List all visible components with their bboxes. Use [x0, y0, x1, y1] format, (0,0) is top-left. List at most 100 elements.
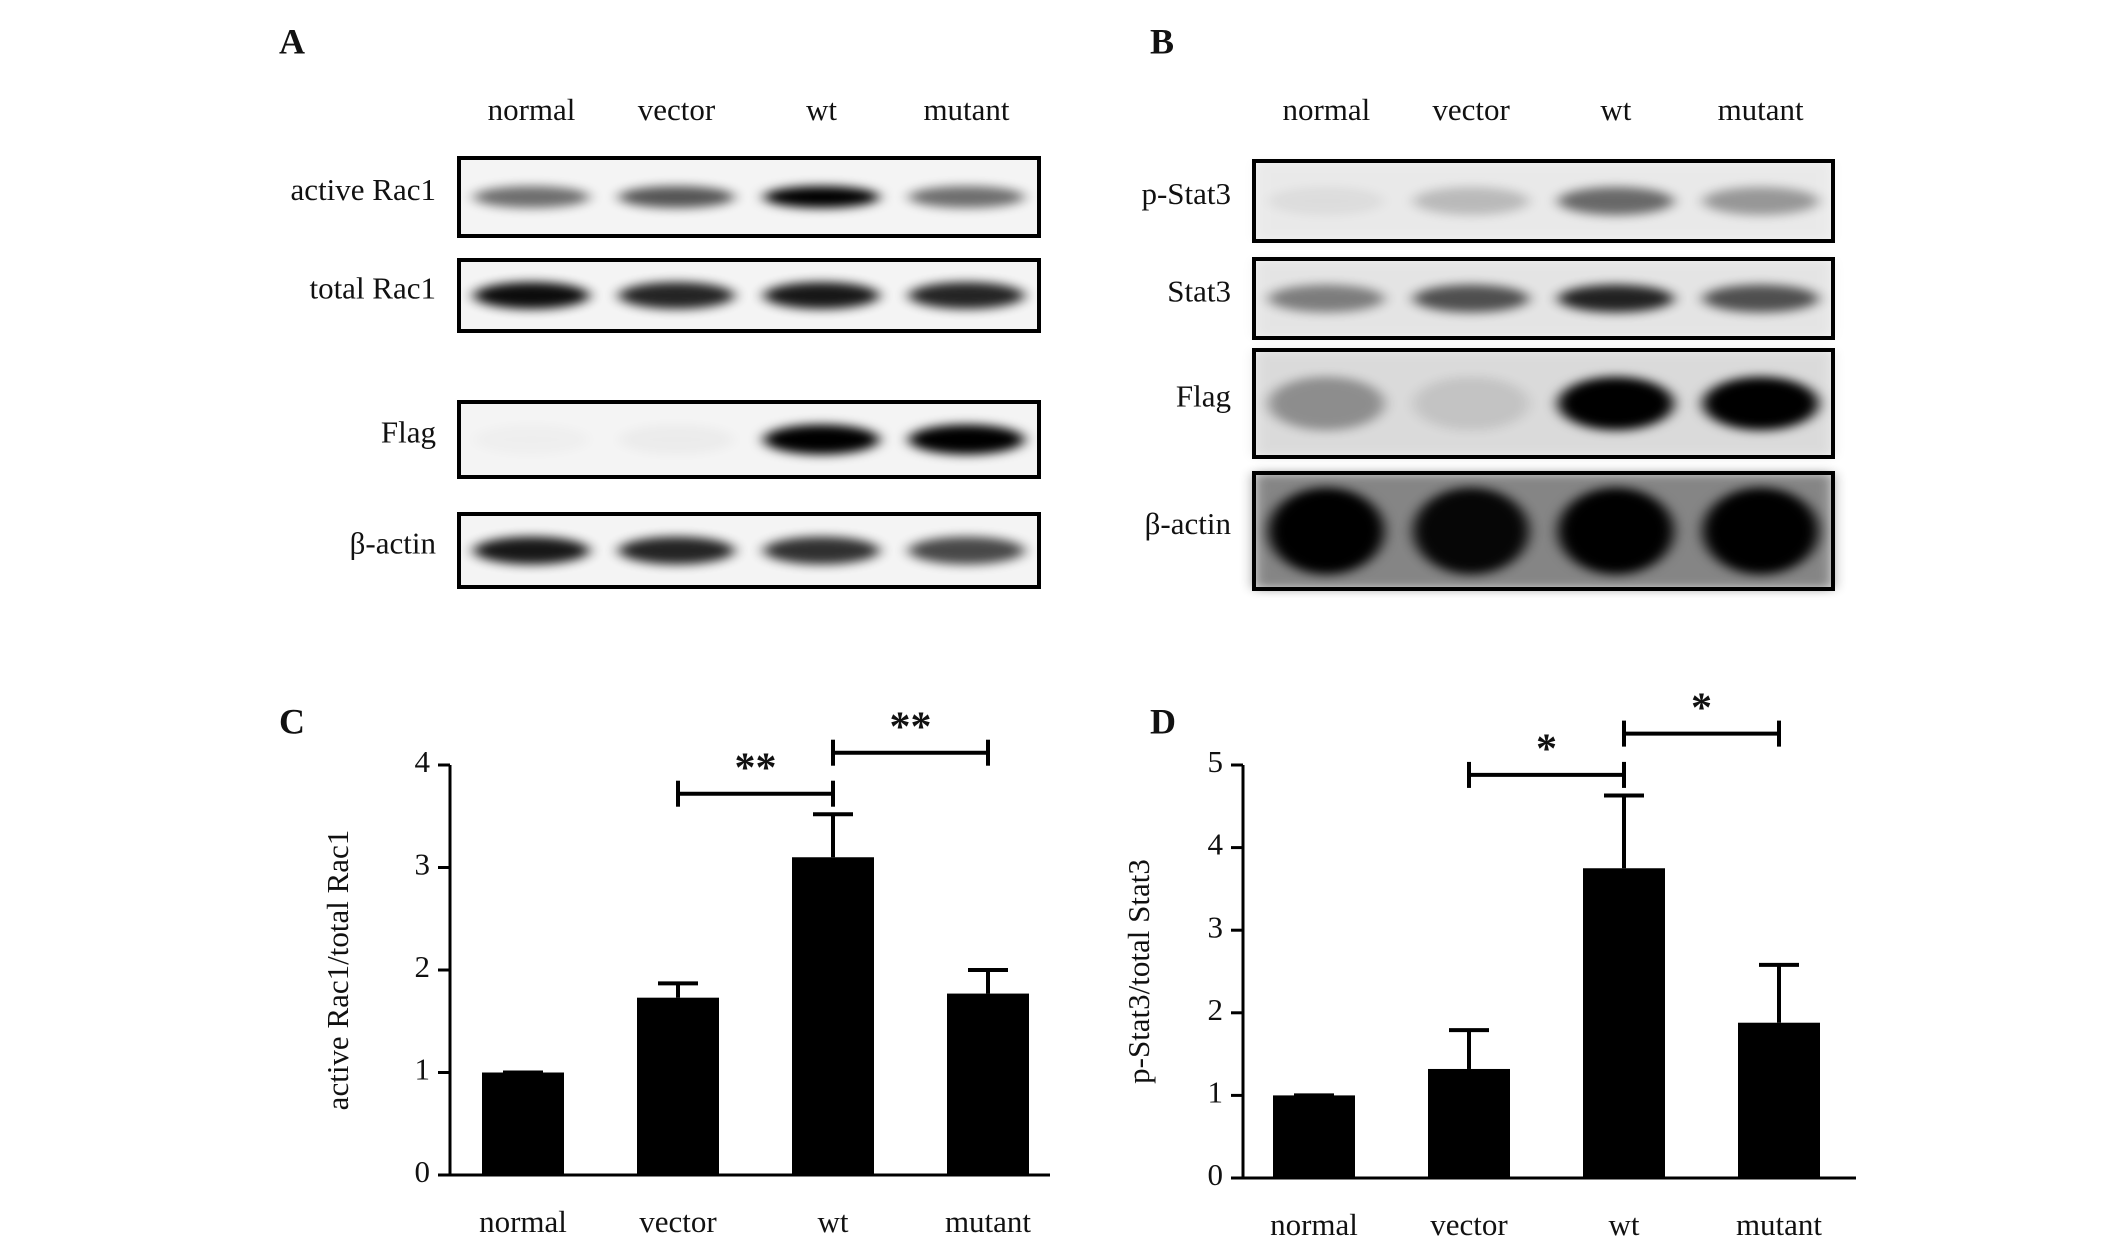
- band: [618, 186, 735, 208]
- band: [1702, 284, 1819, 313]
- blot-frame: [457, 512, 1041, 589]
- band: [1413, 284, 1530, 313]
- error-bar: [968, 968, 1008, 994]
- y-tick-label: 4: [415, 744, 431, 779]
- row-label: active Rac1: [291, 172, 436, 207]
- band: [1557, 187, 1674, 215]
- error-bar: [1759, 962, 1799, 1023]
- band: [618, 282, 735, 309]
- blot-frame: [1252, 348, 1835, 459]
- blot-frame: [1252, 257, 1835, 340]
- bar: [1583, 868, 1665, 1178]
- row-label: Flag: [1176, 379, 1231, 414]
- y-axis-label: p-Stat3/total Stat3: [1121, 859, 1156, 1084]
- band: [763, 282, 880, 309]
- row-label: total Rac1: [309, 271, 436, 306]
- blot-strip: [1252, 257, 1835, 340]
- y-axis-label: active Rac1/total Rac1: [320, 830, 355, 1111]
- y-tick-label: 5: [1208, 744, 1224, 779]
- y-tick-label: 1: [415, 1052, 431, 1087]
- blot-strip: [1252, 471, 1835, 591]
- lane-label: vector: [638, 92, 716, 127]
- y-tick-label: 4: [1208, 827, 1224, 862]
- band: [1557, 376, 1674, 431]
- bar: [1273, 1095, 1355, 1178]
- band: [908, 536, 1025, 565]
- band: [1268, 487, 1385, 575]
- band: [908, 424, 1025, 455]
- significance-label: *: [1691, 685, 1712, 731]
- blot-strip: [457, 258, 1041, 333]
- row-label: Flag: [381, 415, 436, 450]
- x-tick-label: vector: [1430, 1207, 1508, 1242]
- band: [473, 282, 590, 309]
- lane-label: mutant: [923, 92, 1009, 127]
- band: [1557, 284, 1674, 313]
- lane-label: wt: [1600, 92, 1631, 127]
- band: [473, 536, 590, 565]
- blot-frame: [457, 258, 1041, 333]
- band: [1557, 487, 1674, 575]
- y-tick-label: 2: [415, 949, 431, 984]
- significance-label: *: [1536, 727, 1557, 773]
- band: [618, 536, 735, 565]
- y-tick-label: 2: [1208, 992, 1224, 1027]
- x-tick-label: mutant: [945, 1204, 1031, 1239]
- blot-frame: [1252, 471, 1835, 591]
- band: [908, 186, 1025, 208]
- band: [1702, 487, 1819, 575]
- panel-label: B: [1150, 21, 1174, 61]
- row-label: p-Stat3: [1141, 176, 1231, 211]
- x-tick-label: wt: [1609, 1207, 1640, 1242]
- y-tick-label: 0: [1208, 1157, 1224, 1192]
- band: [473, 186, 590, 208]
- error-bar: [1604, 793, 1644, 869]
- band: [1413, 487, 1530, 575]
- lane-label: normal: [1282, 92, 1370, 127]
- lane-label: wt: [806, 92, 837, 127]
- error-bar: [1449, 1028, 1489, 1069]
- blot-strip: [457, 156, 1041, 238]
- bar: [482, 1072, 564, 1175]
- band: [763, 536, 880, 565]
- blot-frame: [457, 156, 1041, 238]
- significance-label: **: [735, 745, 777, 791]
- bar: [1738, 1022, 1820, 1178]
- error-bar: [658, 981, 698, 998]
- bar: [947, 993, 1029, 1175]
- y-tick-label: 0: [415, 1154, 431, 1189]
- x-tick-label: wt: [818, 1204, 849, 1239]
- x-tick-label: mutant: [1736, 1207, 1822, 1242]
- blot-strip: [457, 512, 1041, 589]
- panel-label: D: [1150, 701, 1176, 741]
- band: [1702, 187, 1819, 215]
- band: [1413, 187, 1530, 215]
- row-label: Stat3: [1167, 274, 1231, 309]
- blot-frame: [457, 400, 1041, 479]
- band: [763, 424, 880, 455]
- blot-frame: [1252, 159, 1835, 243]
- band: [619, 425, 735, 455]
- y-tick-label: 1: [1208, 1075, 1224, 1110]
- x-tick-label: vector: [639, 1204, 717, 1239]
- blot-strip: [457, 400, 1041, 479]
- lane-label: mutant: [1718, 92, 1804, 127]
- band: [1268, 376, 1385, 431]
- band: [763, 186, 880, 208]
- bar: [637, 997, 719, 1175]
- band: [1702, 376, 1819, 431]
- blot-strip: [1252, 348, 1835, 459]
- panel-label: A: [279, 21, 305, 61]
- lane-label: normal: [488, 92, 576, 127]
- band: [1268, 284, 1385, 313]
- x-tick-label: normal: [1270, 1207, 1358, 1242]
- band: [908, 282, 1025, 309]
- band: [1268, 187, 1385, 215]
- blot-strip: [1252, 159, 1835, 243]
- x-tick-label: normal: [479, 1204, 567, 1239]
- y-tick-label: 3: [1208, 909, 1224, 944]
- error-bar: [813, 812, 853, 858]
- significance-label: **: [890, 704, 932, 750]
- row-label: β-actin: [350, 526, 437, 561]
